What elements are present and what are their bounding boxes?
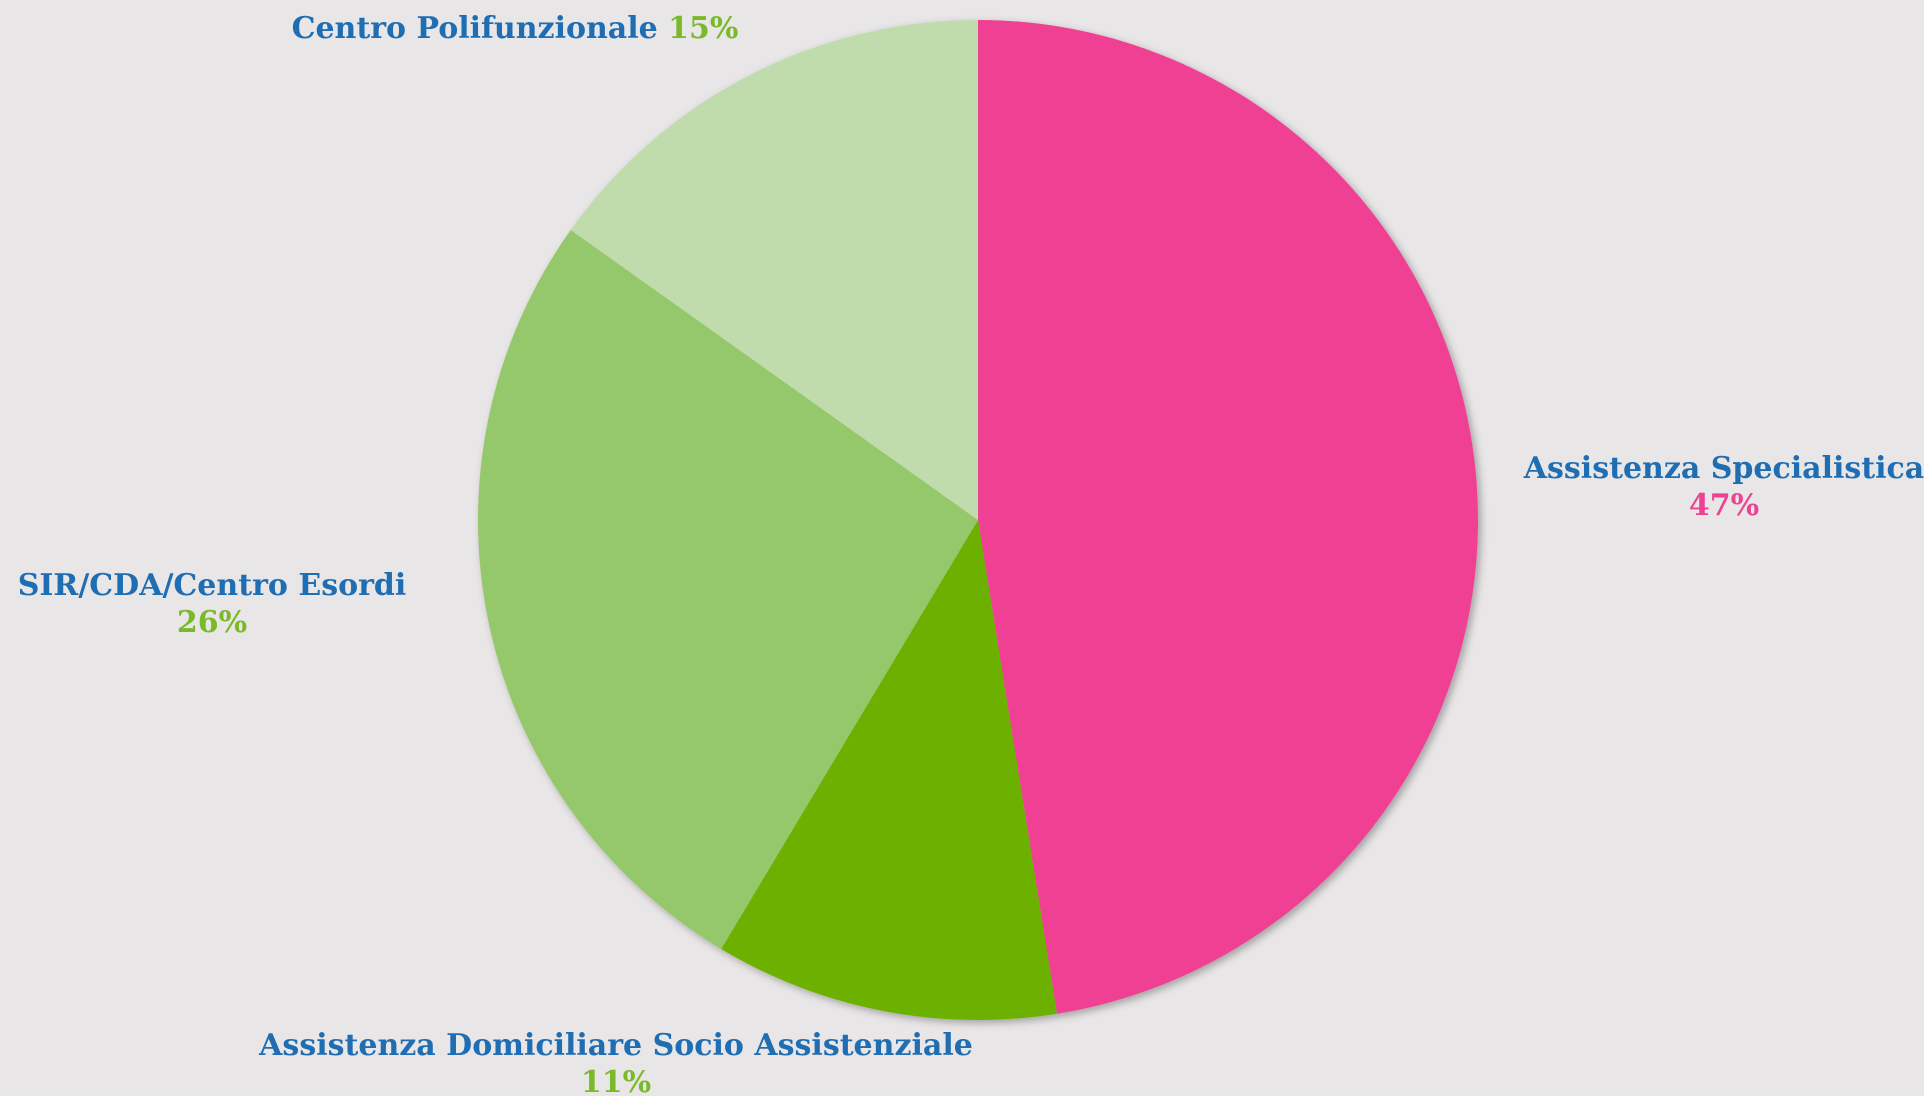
value-label: 11% — [581, 1065, 651, 1096]
category-label: Assistenza Specialistica — [1523, 451, 1924, 486]
value-label: 15% — [668, 11, 738, 46]
slice — [721, 520, 1058, 1020]
value-label: 26% — [177, 605, 247, 640]
category-label: Assistenza Domiciliare Socio Assistenzia… — [258, 1028, 973, 1063]
slice — [978, 20, 1479, 1014]
pie — [478, 19, 1479, 1020]
category-label: Centro Polifunzionale — [292, 11, 658, 46]
value-label: 47% — [1689, 488, 1759, 523]
slice — [570, 19, 978, 520]
slice — [478, 229, 978, 949]
label: Centro Polifunzionale 15% — [292, 11, 739, 46]
category-label: SIR/CDA/Centro Esordi — [18, 568, 407, 603]
